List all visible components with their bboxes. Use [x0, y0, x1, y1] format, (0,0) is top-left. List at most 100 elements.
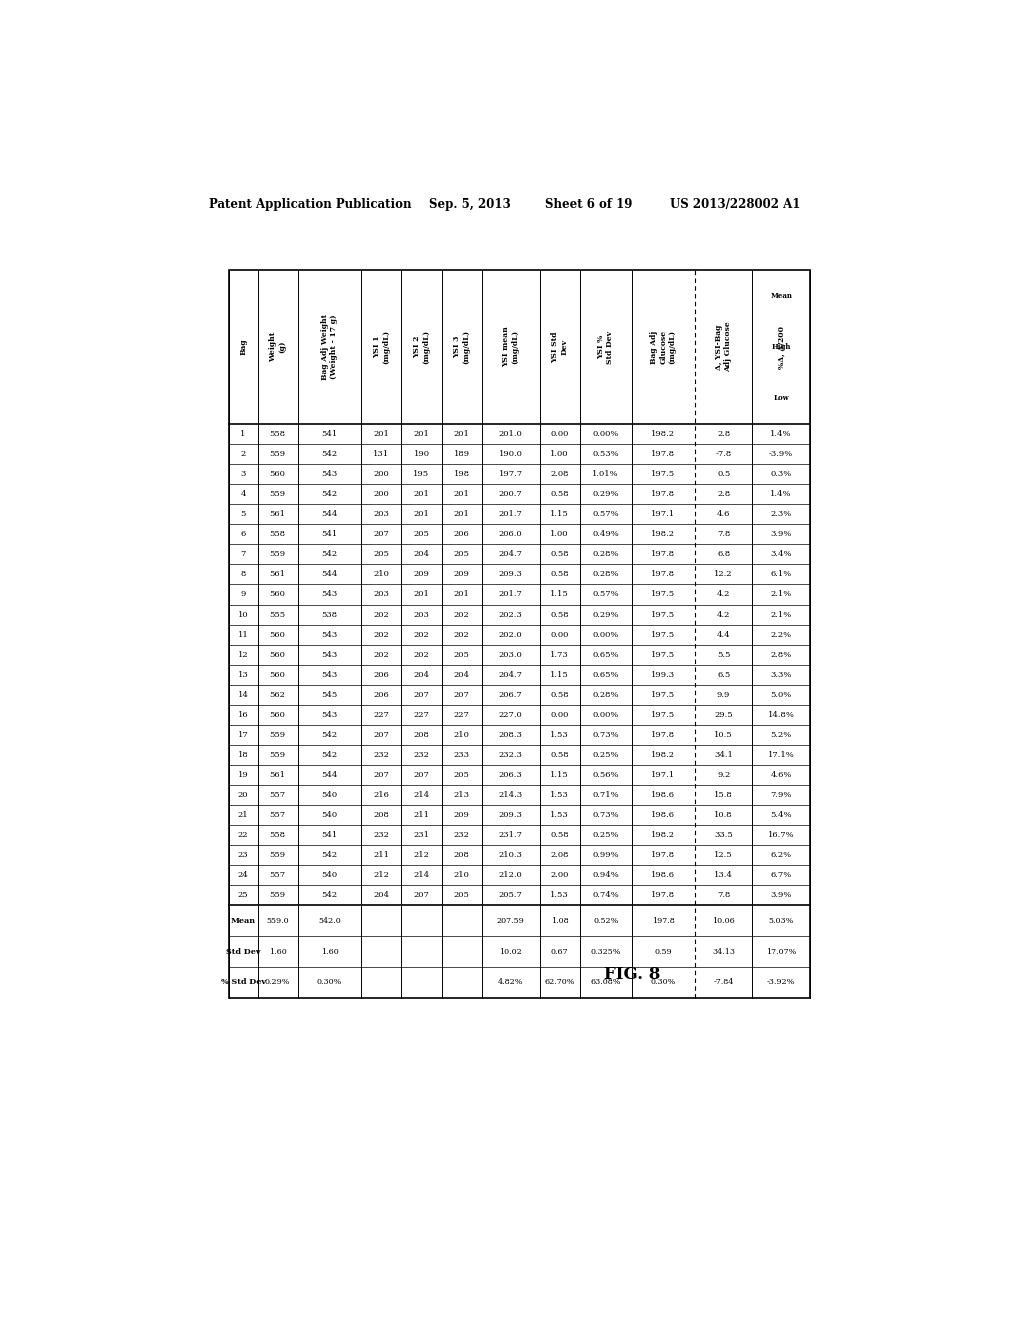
Text: -7.84: -7.84: [714, 978, 734, 986]
Text: 0.00: 0.00: [551, 710, 569, 719]
Text: 543: 543: [322, 671, 338, 678]
Text: 543: 543: [322, 590, 338, 598]
Text: 1.00: 1.00: [551, 531, 569, 539]
Text: 197.5: 197.5: [651, 690, 675, 698]
Text: 4.6%: 4.6%: [770, 771, 792, 779]
Text: 197.8: 197.8: [651, 550, 675, 558]
Text: 232: 232: [374, 832, 389, 840]
Text: 0.53%: 0.53%: [593, 450, 620, 458]
Text: 197.1: 197.1: [651, 511, 675, 519]
Text: 202: 202: [414, 631, 429, 639]
Text: 197.5: 197.5: [651, 651, 675, 659]
Text: 544: 544: [322, 511, 338, 519]
Text: 29.5: 29.5: [715, 710, 733, 719]
Text: 205: 205: [454, 651, 470, 659]
Text: 1.60: 1.60: [321, 948, 338, 956]
Text: 205.7: 205.7: [499, 891, 522, 899]
Text: 1.01%: 1.01%: [593, 470, 620, 478]
Text: 202: 202: [414, 651, 429, 659]
Text: 0.00%: 0.00%: [593, 430, 618, 438]
Text: 12: 12: [238, 651, 249, 659]
Text: 4.2: 4.2: [717, 590, 730, 598]
Text: 542: 542: [322, 851, 338, 859]
Text: 10.06: 10.06: [713, 916, 735, 925]
Text: 558: 558: [269, 531, 286, 539]
Text: 10.5: 10.5: [715, 731, 733, 739]
Text: 20: 20: [238, 791, 249, 799]
Text: 1.60: 1.60: [268, 948, 287, 956]
Text: 34.13: 34.13: [712, 948, 735, 956]
Text: 0.58: 0.58: [550, 611, 569, 619]
Text: 1.15: 1.15: [550, 590, 569, 598]
Text: 202: 202: [454, 611, 470, 619]
Text: 0.29%: 0.29%: [593, 490, 618, 498]
Text: 232: 232: [374, 751, 389, 759]
Text: YSI 2
(mg/dL): YSI 2 (mg/dL): [413, 330, 430, 364]
Text: 206.7: 206.7: [499, 690, 522, 698]
Text: 2.08: 2.08: [551, 851, 569, 859]
Text: 0.00: 0.00: [551, 430, 569, 438]
Text: 560: 560: [269, 710, 286, 719]
Text: -3.92%: -3.92%: [767, 978, 796, 986]
Text: 212.0: 212.0: [499, 871, 522, 879]
Text: 0.25%: 0.25%: [593, 832, 618, 840]
Text: 197.5: 197.5: [651, 710, 675, 719]
Text: 0.3%: 0.3%: [771, 470, 792, 478]
Text: 559: 559: [269, 550, 286, 558]
Text: 3.9%: 3.9%: [770, 891, 792, 899]
Text: 2.8: 2.8: [717, 430, 730, 438]
Text: Bag Adj Weight
(Weight - 17 g): Bag Adj Weight (Weight - 17 g): [321, 314, 338, 380]
Text: 205: 205: [454, 550, 470, 558]
Text: 21: 21: [238, 810, 249, 820]
Text: 5.2%: 5.2%: [771, 731, 792, 739]
Text: 543: 543: [322, 651, 338, 659]
Text: 24: 24: [238, 871, 249, 879]
Text: 203: 203: [374, 511, 389, 519]
Text: 23: 23: [238, 851, 249, 859]
Text: 0.00%: 0.00%: [593, 631, 618, 639]
Text: 210: 210: [454, 871, 470, 879]
Text: 0.99%: 0.99%: [593, 851, 620, 859]
Text: Bag Adj
Glucose
(mg/dL): Bag Adj Glucose (mg/dL): [650, 330, 677, 364]
Text: YSI 3
(mg/dL): YSI 3 (mg/dL): [454, 330, 470, 364]
Text: 0.58: 0.58: [550, 751, 569, 759]
Text: 13.4: 13.4: [714, 871, 733, 879]
Text: 5.03%: 5.03%: [769, 916, 794, 925]
Text: 202: 202: [374, 651, 389, 659]
Text: Weight
(g): Weight (g): [269, 331, 287, 362]
Text: 198.2: 198.2: [651, 751, 675, 759]
Text: 207: 207: [414, 771, 429, 779]
Text: 2: 2: [241, 450, 246, 458]
Text: Patent Application Publication: Patent Application Publication: [209, 198, 412, 211]
Text: Mean: Mean: [770, 292, 793, 300]
Text: 212: 212: [414, 851, 429, 859]
Text: 34.1: 34.1: [714, 751, 733, 759]
Text: 0.58: 0.58: [550, 832, 569, 840]
Text: 0.65%: 0.65%: [593, 671, 618, 678]
Text: 214: 214: [414, 871, 430, 879]
Text: 0.59: 0.59: [654, 948, 672, 956]
Text: 0.65%: 0.65%: [593, 651, 618, 659]
Text: 5.0%: 5.0%: [771, 690, 792, 698]
Text: 0.325%: 0.325%: [591, 948, 621, 956]
Text: 0.73%: 0.73%: [593, 731, 620, 739]
Text: 216: 216: [374, 791, 389, 799]
Text: 205: 205: [414, 531, 429, 539]
Text: 204: 204: [414, 550, 429, 558]
Text: 13: 13: [238, 671, 249, 678]
Text: 8: 8: [241, 570, 246, 578]
Text: FIG. 8: FIG. 8: [603, 966, 659, 983]
Text: 211: 211: [374, 851, 389, 859]
Text: 2.1%: 2.1%: [771, 590, 792, 598]
Text: 0.94%: 0.94%: [592, 871, 620, 879]
Text: 7: 7: [241, 550, 246, 558]
Text: 197.8: 197.8: [651, 490, 675, 498]
Text: 227: 227: [374, 710, 389, 719]
Text: 560: 560: [269, 470, 286, 478]
Text: 543: 543: [322, 631, 338, 639]
Text: 558: 558: [269, 430, 286, 438]
Text: 560: 560: [269, 651, 286, 659]
Text: 204.7: 204.7: [499, 671, 522, 678]
Text: 6.2%: 6.2%: [771, 851, 792, 859]
Text: 0.58: 0.58: [550, 490, 569, 498]
